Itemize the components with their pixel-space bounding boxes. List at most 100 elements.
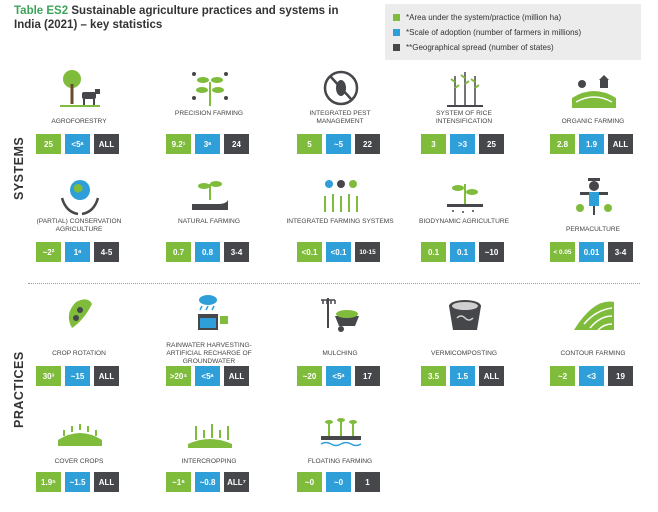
area-value: 0.1 xyxy=(421,242,446,262)
adoption-value: ~0.8 xyxy=(195,472,220,492)
area-value: >20⁴ xyxy=(166,366,191,386)
area-value: ~0 xyxy=(297,472,322,492)
states-value: ALL xyxy=(479,366,504,386)
tree-cattle-icon xyxy=(60,70,100,107)
adoption-value: <5ᵃ xyxy=(326,366,351,386)
adoption-value: 0.8 xyxy=(195,242,220,262)
adoption-value: 0.1 xyxy=(450,242,475,262)
item-rainwater-harvesting: RAINWATER HARVESTING- ARTIFICIAL RECHARG… xyxy=(166,294,252,386)
item-label: PERMACULTURE xyxy=(565,226,621,233)
farm-fields-icon xyxy=(572,75,616,108)
cover-crops-icon xyxy=(58,424,102,446)
states-value: 1 xyxy=(355,472,380,492)
adoption-value: 0.01 xyxy=(579,242,604,262)
item-crop-rotation: CROP ROTATION 30³ ~15 ALL xyxy=(36,294,122,386)
area-value: 1.9⁵ xyxy=(36,472,61,492)
states-value: ALL⁷ xyxy=(224,472,249,492)
item-permaculture: PERMACULTURE < 0.05 0.01 3-4 xyxy=(550,176,636,262)
hands-globe-icon xyxy=(60,180,100,216)
item-label: (PARTIAL) CONSERVATION AGRICULTURE xyxy=(36,218,122,233)
adoption-value: ~0 xyxy=(326,472,351,492)
item-intercropping: INTERCROPPING ~1⁶ ~0.8 ALL⁷ xyxy=(166,412,252,496)
adoption-value: ~1.5 xyxy=(65,472,90,492)
area-value: 0.7 xyxy=(166,242,191,262)
area-value: 9.2¹ xyxy=(166,134,191,154)
sprout-circuit-icon xyxy=(192,72,228,106)
states-value: 10-15 xyxy=(355,242,380,262)
section-label-systems: SYSTEMS xyxy=(12,136,26,200)
item-system-of-rice-intensification: SYSTEM OF RICE INTENSIFICATION 3 >3 25 xyxy=(421,68,507,154)
item-contour-farming: CONTOUR FARMING ~2 <3 19 xyxy=(550,294,636,386)
item-label: VERMICOMPOSTING xyxy=(431,350,497,357)
item-label: COVER CROPS xyxy=(54,458,104,465)
item-agroforestry: AGROFORESTRY 25 <5ᵃ ALL xyxy=(36,68,122,154)
item-label: ORGANIC FARMING xyxy=(561,118,625,125)
item-label: NATURAL FARMING xyxy=(178,218,240,225)
item-vermicomposting: VERMICOMPOSTING 3.5 1.5 ALL xyxy=(421,294,507,386)
contour-terrace-icon xyxy=(574,301,614,331)
item-label: AGROFORESTRY xyxy=(51,118,107,125)
adoption-value: <5ᵃ xyxy=(195,366,220,386)
adoption-value: <5ᵃ xyxy=(65,134,90,154)
adoption-value: 1ᵃ xyxy=(65,242,90,262)
states-value: 22 xyxy=(355,134,380,154)
plant-soil-icon xyxy=(447,184,483,213)
pea-pod-icon xyxy=(68,299,92,328)
floating-plants-icon xyxy=(320,418,362,447)
item-integrated-farming-systems: INTEGRATED FARMING SYSTEMS <0.1 <0.1 10-… xyxy=(286,176,394,262)
states-value: 19 xyxy=(608,366,633,386)
item-conservation-agriculture: (PARTIAL) CONSERVATION AGRICULTURE ~2² 1… xyxy=(36,176,122,262)
item-precision-farming: PRECISION FARMING 9.2¹ 3ᵃ 24 xyxy=(166,68,252,154)
states-value: 3-4 xyxy=(608,242,633,262)
item-label: BIODYNAMIC AGRICULTURE xyxy=(418,218,509,225)
table-title: Table ES2 Sustainable agriculture practi… xyxy=(14,5,339,31)
area-value: 2.8 xyxy=(550,134,575,154)
item-label: RAINWATER HARVESTING- ARTIFICIAL RECHARG… xyxy=(166,342,252,365)
states-value: 17 xyxy=(355,366,380,386)
states-value: 4-5 xyxy=(94,242,119,262)
item-label: SYSTEM OF RICE INTENSIFICATION xyxy=(435,110,493,125)
item-integrated-pest-management: INTEGRATED PEST MANAGEMENT 5 ~5 22 xyxy=(297,68,383,154)
intercrop-rows-icon xyxy=(188,424,232,448)
item-label: INTERCROPPING xyxy=(181,458,237,465)
legend-swatch-dark xyxy=(393,44,400,51)
legend: *Area under the system/practice (million… xyxy=(385,4,641,60)
adoption-value: 1.5 xyxy=(450,366,475,386)
area-value: < 0.05 xyxy=(550,242,575,262)
section-divider xyxy=(28,283,640,284)
adoption-value: <0.1 xyxy=(326,242,351,262)
states-value: 3-4 xyxy=(224,242,249,262)
item-biodynamic-agriculture: BIODYNAMIC AGRICULTURE 0.1 0.1 ~10 xyxy=(419,176,509,262)
area-value: 3 xyxy=(421,134,446,154)
states-value: ALL xyxy=(94,134,119,154)
adoption-value: 1.9 xyxy=(579,134,604,154)
item-label: INTEGRATED FARMING SYSTEMS xyxy=(286,218,394,225)
legend-swatch-blue xyxy=(393,29,400,36)
states-value: ALL xyxy=(224,366,249,386)
item-cover-crops: COVER CROPS 1.9⁵ ~1.5 ALL xyxy=(36,412,122,496)
legend-swatch-green xyxy=(393,14,400,21)
states-value: ~10 xyxy=(479,242,504,262)
area-value: 3.5 xyxy=(421,366,446,386)
item-natural-farming: NATURAL FARMING 0.7 0.8 3-4 xyxy=(166,176,252,262)
area-value: ~2 xyxy=(550,366,575,386)
area-value: ~2² xyxy=(36,242,61,262)
item-label: MULCHING xyxy=(322,350,358,357)
adoption-value: ~5 xyxy=(326,134,351,154)
item-floating-farming: FLOATING FARMING ~0 ~0 1 xyxy=(297,412,383,496)
rake-wheelbarrow-icon xyxy=(321,298,359,332)
adoption-value: ~15 xyxy=(65,366,90,386)
item-organic-farming: ORGANIC FARMING 2.8 1.9 ALL xyxy=(550,68,636,154)
item-label: CROP ROTATION xyxy=(52,350,106,357)
legend-item-spread: **Geographical spread (number of states) xyxy=(393,43,554,52)
section-label-practices: PRACTICES xyxy=(12,351,26,428)
item-label: INTEGRATED PEST MANAGEMENT xyxy=(309,110,371,125)
area-value: 5 xyxy=(297,134,322,154)
states-value: ALL xyxy=(608,134,633,154)
states-value: 24 xyxy=(224,134,249,154)
area-value: ~1⁶ xyxy=(166,472,191,492)
scarecrow-icon xyxy=(576,178,612,215)
states-value: ALL xyxy=(94,472,119,492)
rice-plant-icon xyxy=(447,72,483,107)
adoption-value: >3 xyxy=(450,134,475,154)
